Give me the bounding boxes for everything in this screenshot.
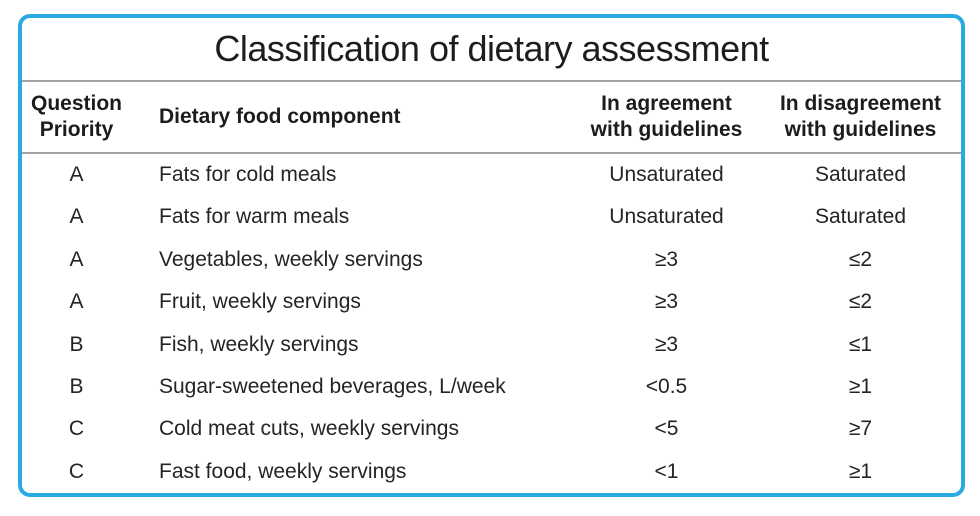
component-cell: Sugar-sweetened beverages, L/week xyxy=(159,374,506,398)
table-row: A Fats for warm meals Unsaturated Satura… xyxy=(22,196,961,238)
header-question-priority: Question Priority xyxy=(22,91,139,144)
agreement-cell: ≥3 xyxy=(654,247,679,271)
header-line: In agreement xyxy=(601,91,732,115)
disagreement-cell: ≥1 xyxy=(848,374,873,398)
agreement-cell: Unsaturated xyxy=(609,163,724,187)
disagreement-cell: Saturated xyxy=(814,205,907,229)
priority-cell: A xyxy=(69,163,84,187)
header-line: Question xyxy=(30,91,122,115)
disagreement-cell: ≤1 xyxy=(848,332,873,356)
table-row: C Cold meat cuts, weekly servings <5 ≥7 xyxy=(22,408,961,450)
priority-cell: C xyxy=(68,459,85,483)
header-dietary-food-component: Dietary food component xyxy=(139,104,559,130)
priority-cell: B xyxy=(69,332,84,356)
disagreement-cell: ≥1 xyxy=(848,459,873,483)
header-in-agreement: In agreement with guidelines xyxy=(559,91,774,144)
component-cell: Fats for cold meals xyxy=(159,163,337,187)
agreement-cell: ≥3 xyxy=(654,290,679,314)
table-title: Classification of dietary assessment xyxy=(214,28,769,69)
header-line: Priority xyxy=(39,118,114,141)
priority-cell: A xyxy=(69,290,84,314)
title-divider xyxy=(22,80,961,82)
agreement-cell: <0.5 xyxy=(645,374,688,398)
table-row: B Sugar-sweetened beverages, L/week <0.5… xyxy=(22,366,961,408)
table-row: A Fruit, weekly servings ≥3 ≤2 xyxy=(22,281,961,323)
component-cell: Fruit, weekly servings xyxy=(159,290,361,314)
header-line: In disagreement xyxy=(779,91,942,115)
table-row: A Fats for cold meals Unsaturated Satura… xyxy=(22,154,961,196)
agreement-cell: <5 xyxy=(654,417,679,441)
agreement-cell: <1 xyxy=(654,459,679,483)
component-cell: Fats for warm meals xyxy=(159,205,350,229)
component-cell: Fast food, weekly servings xyxy=(159,459,407,483)
table-body: A Fats for cold meals Unsaturated Satura… xyxy=(22,154,961,493)
priority-cell: A xyxy=(69,247,84,271)
table-row: C Fast food, weekly servings <1 ≥1 xyxy=(22,451,961,493)
priority-cell: C xyxy=(68,417,85,441)
table-row: B Fish, weekly servings ≥3 ≤1 xyxy=(22,324,961,366)
component-cell: Fish, weekly servings xyxy=(159,332,359,356)
dietary-assessment-table-card: Classification of dietary assessment Que… xyxy=(18,14,965,497)
header-divider xyxy=(22,152,961,154)
disagreement-cell: Saturated xyxy=(814,163,907,187)
table-header-row: Question Priority Dietary food component… xyxy=(22,82,961,152)
header-line: with guidelines xyxy=(590,118,743,141)
header-in-disagreement: In disagreement with guidelines xyxy=(774,91,961,144)
table-row: A Vegetables, weekly servings ≥3 ≤2 xyxy=(22,239,961,281)
header-line: Dietary food component xyxy=(159,104,401,128)
disagreement-cell: ≥7 xyxy=(848,417,873,441)
disagreement-cell: ≤2 xyxy=(848,247,873,271)
disagreement-cell: ≤2 xyxy=(848,290,873,314)
header-line: with guidelines xyxy=(784,118,937,141)
component-cell: Vegetables, weekly servings xyxy=(159,247,423,271)
priority-cell: A xyxy=(69,205,84,229)
agreement-cell: ≥3 xyxy=(654,332,679,356)
agreement-cell: Unsaturated xyxy=(609,205,724,229)
priority-cell: B xyxy=(69,374,84,398)
component-cell: Cold meat cuts, weekly servings xyxy=(159,417,459,441)
